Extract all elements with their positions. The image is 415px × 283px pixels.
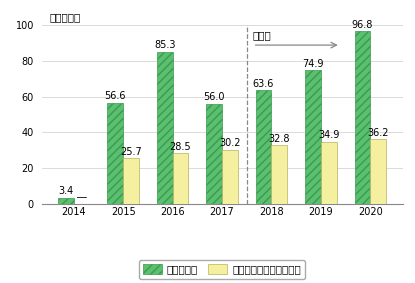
Text: 74.9: 74.9 (302, 59, 324, 69)
Bar (58, 198, 74, 204)
Text: 30.2: 30.2 (219, 138, 241, 149)
Bar (173, 153, 188, 204)
Text: 25.7: 25.7 (120, 147, 142, 156)
Text: 28.5: 28.5 (170, 142, 191, 151)
Text: 56.6: 56.6 (105, 91, 126, 101)
Text: 85.3: 85.3 (154, 40, 176, 50)
Bar (222, 150, 238, 204)
Text: 予測値: 予測値 (253, 30, 271, 40)
Text: ―: ― (77, 192, 86, 202)
Text: 56.0: 56.0 (203, 93, 225, 102)
Text: 34.9: 34.9 (318, 130, 339, 140)
Text: 3.4: 3.4 (58, 186, 73, 196)
Bar (123, 158, 139, 204)
Legend: 情報・映像, スポーツ・フィットネス: 情報・映像, スポーツ・フィットネス (139, 260, 305, 279)
Bar (256, 90, 271, 204)
Text: 63.6: 63.6 (253, 79, 274, 89)
Bar (370, 139, 386, 204)
Bar (354, 31, 370, 204)
Bar (271, 145, 287, 204)
Text: 96.8: 96.8 (352, 20, 373, 30)
Text: 36.2: 36.2 (367, 128, 389, 138)
Bar (206, 104, 222, 204)
Bar (107, 103, 123, 204)
Bar (157, 52, 173, 204)
Bar (305, 70, 321, 204)
Text: （億ドル）: （億ドル） (49, 12, 80, 22)
Text: 32.8: 32.8 (269, 134, 290, 144)
Bar (321, 142, 337, 204)
